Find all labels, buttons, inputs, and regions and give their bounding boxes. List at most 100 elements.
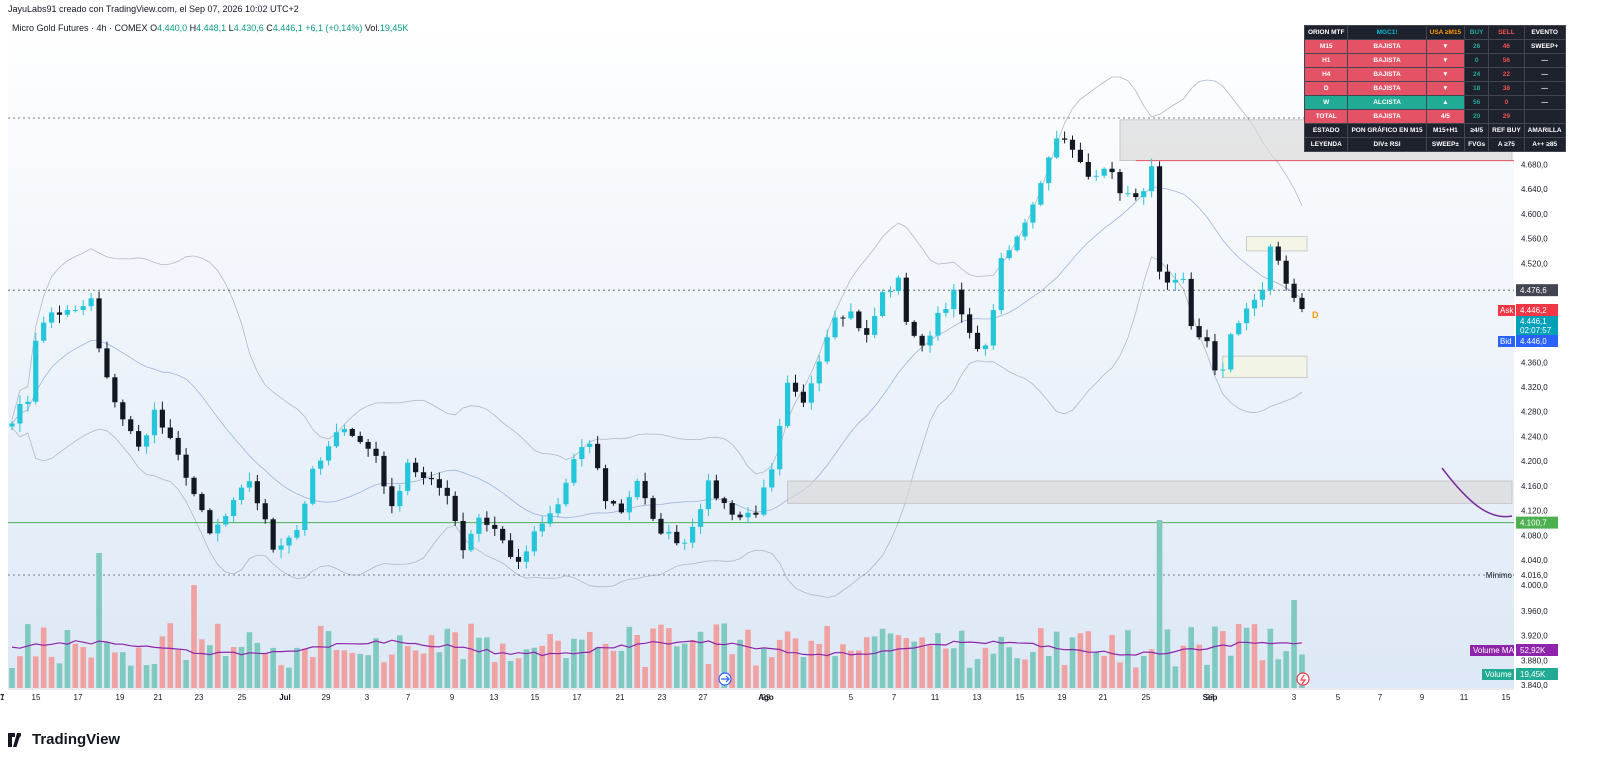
last-price-box — [1516, 316, 1558, 335]
candle-body — [1093, 175, 1099, 177]
mtf-sell: 46 — [1488, 39, 1525, 54]
candle-body — [982, 345, 989, 350]
volume-bar — [64, 629, 71, 688]
volume-bar — [389, 654, 395, 688]
candle-body — [357, 435, 363, 442]
volume-bar — [673, 646, 680, 688]
candle-body — [254, 481, 260, 504]
mtf-sell: 29 — [1488, 109, 1525, 124]
candle-body — [215, 524, 221, 534]
candle-body — [1275, 246, 1281, 261]
mtf-leyenda-cell: LEYENDA — [1303, 137, 1349, 152]
y-tick-label: 4.000,0 — [1521, 581, 1548, 590]
volume-bar — [254, 642, 261, 688]
volume-bar — [1267, 628, 1274, 688]
volume-bar — [863, 637, 870, 688]
candle-body — [682, 542, 688, 544]
candle-body — [690, 526, 696, 543]
volume-bar — [871, 636, 878, 688]
candle-body — [634, 480, 640, 498]
mtf-estado-cell: AMARILLA — [1523, 123, 1566, 138]
mtf-tf: H1 — [1303, 53, 1349, 68]
volume-bar — [1061, 665, 1068, 688]
candle-body — [104, 348, 110, 378]
candle-body — [460, 521, 466, 551]
volume-tag-text: Volume — [1485, 670, 1512, 679]
candle-body — [1228, 334, 1234, 370]
symbol-legend[interactable]: Micro Gold Futures · 4h · COMEX O4.440,0… — [12, 23, 408, 33]
volume-bar — [412, 650, 419, 688]
volume-bar — [515, 658, 522, 688]
volume-bar — [9, 667, 15, 688]
volume-bar — [199, 639, 205, 688]
candle-body — [555, 504, 561, 514]
volume-bar — [832, 656, 838, 688]
volume-bar — [721, 623, 728, 688]
y-tick-label: 4.280,0 — [1521, 408, 1548, 417]
candle-body — [1220, 369, 1226, 371]
candle-body — [112, 377, 118, 403]
candle-body — [658, 518, 664, 534]
volume-bar — [191, 585, 197, 688]
x-tick-label: 15 — [1502, 693, 1511, 702]
mtf-leyenda-cell: SWEEP± — [1425, 137, 1466, 152]
volume-bar — [32, 656, 39, 688]
volume-bar — [507, 660, 514, 688]
x-tick-label: 7 — [406, 693, 411, 702]
mtf-estado-cell: ≥4/5 — [1464, 123, 1490, 138]
candle-body — [199, 494, 205, 511]
candle-body — [1180, 278, 1186, 280]
y-tick-label: 4.680,0 — [1521, 160, 1548, 169]
candle-body — [1133, 193, 1139, 198]
prev-close-box — [1516, 284, 1558, 297]
y-tick-label: 4.600,0 — [1521, 210, 1548, 219]
x-tick-label: 23 — [195, 693, 204, 702]
mtf-leyenda-cell: A++ ≥85 — [1523, 137, 1566, 152]
volume-bar — [476, 637, 482, 688]
mtf-estado-cell: M15+H1 — [1425, 123, 1466, 138]
volume-bar — [594, 647, 601, 688]
candle-body — [1172, 279, 1178, 283]
candle-body — [325, 446, 332, 461]
volume-bar — [143, 665, 150, 688]
candle-body — [1236, 323, 1242, 335]
volume-bar — [396, 635, 403, 688]
candle-body — [713, 480, 719, 499]
candle-body — [341, 429, 347, 433]
volume-bar — [1196, 644, 1202, 688]
candle-body — [262, 503, 268, 520]
candle-body — [824, 337, 830, 362]
volume-bar — [1180, 645, 1187, 688]
candle-body — [1267, 246, 1273, 290]
candle-body — [159, 409, 165, 428]
tradingview-brand[interactable]: TradingView — [8, 731, 120, 748]
volume-bar — [586, 631, 593, 688]
supply-demand-zone — [1222, 355, 1308, 379]
y-tick-label: 4.080,0 — [1521, 531, 1548, 540]
candle-body — [1212, 341, 1218, 371]
candle-body — [48, 312, 55, 323]
volume-bar — [1164, 629, 1171, 688]
ohlc-low: 4.430,6 — [233, 23, 264, 33]
mtf-header-cell: USA ≥M15 — [1425, 25, 1466, 40]
volume-bar — [238, 646, 245, 688]
volume-bar — [246, 632, 253, 688]
x-tick-label: 7 — [1378, 693, 1383, 702]
prev-close-text: 4.476,6 — [1520, 286, 1547, 295]
volume-bar — [1188, 627, 1195, 688]
x-tick-label: 15 — [32, 693, 41, 702]
volume-bar — [1014, 658, 1020, 688]
y-tick-label: 3.960,0 — [1521, 607, 1548, 616]
candle-body — [579, 447, 585, 460]
candle-body — [507, 540, 514, 557]
candle-body — [587, 443, 593, 448]
candle-body — [238, 487, 245, 500]
candle-body — [468, 533, 474, 551]
candle-body — [1188, 278, 1194, 327]
candle-body — [951, 289, 957, 310]
candle-body — [967, 314, 973, 333]
volume-bar — [1283, 651, 1289, 688]
candle-body — [800, 391, 807, 403]
volume-bar — [127, 665, 134, 688]
